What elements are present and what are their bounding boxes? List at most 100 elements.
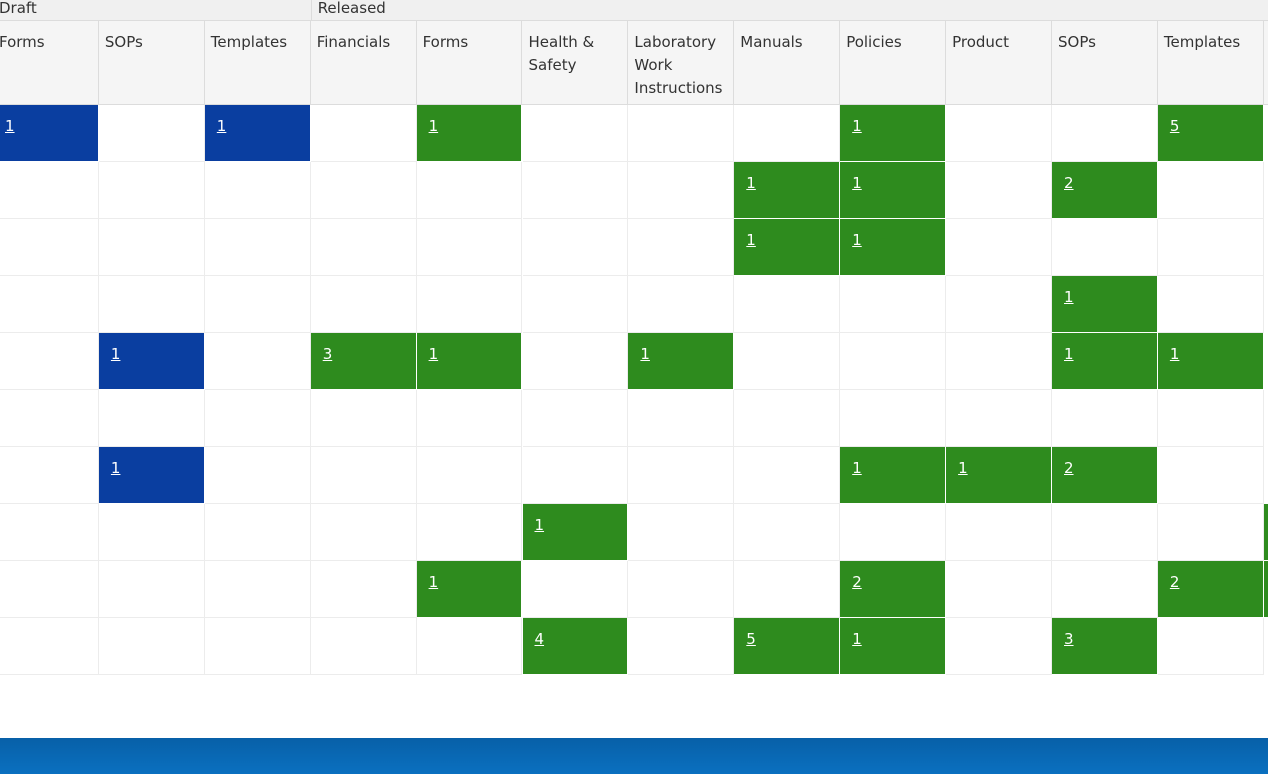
category-header-row: Forms SOPs Templates Financials Forms Health …: [0, 21, 1268, 105]
grid-cell[interactable]: 2: [1052, 447, 1158, 504]
count-link[interactable]: 1: [1064, 288, 1074, 306]
count-link[interactable]: 1: [110, 459, 121, 477]
grid-cell: [840, 276, 947, 333]
grid-cell[interactable]: 3: [1052, 618, 1158, 675]
column-header-released-templates[interactable]: Templates: [1158, 21, 1264, 104]
grid-cell: [416, 276, 523, 333]
count-link[interactable]: 1: [216, 117, 227, 135]
count-link[interactable]: 1: [110, 345, 121, 363]
grid-cell[interactable]: 1: [1052, 276, 1158, 333]
count-link[interactable]: 4: [534, 630, 545, 648]
grid-cell[interactable]: 1: [522, 504, 629, 561]
grid-cell: [1052, 390, 1158, 447]
grid-cell: [98, 105, 205, 162]
count-link[interactable]: 1: [1169, 345, 1180, 363]
grid-cell[interactable]: 1: [0, 105, 99, 162]
grid-cell[interactable]: 1: [946, 447, 1052, 504]
grid-cell[interactable]: 2: [840, 561, 947, 618]
grid-cell: [734, 447, 841, 504]
grid-cell[interactable]: 1: [98, 333, 205, 390]
grid-cell: [204, 219, 311, 276]
grid-cell[interactable]: 1: [734, 219, 841, 276]
count-link[interactable]: 2: [1064, 459, 1074, 477]
column-header-released-policies[interactable]: Policies: [840, 21, 947, 104]
grid-cell: [0, 390, 99, 447]
column-header-released-forms[interactable]: Forms: [417, 21, 523, 104]
grid-cell: [0, 504, 99, 561]
count-link[interactable]: 1: [852, 630, 862, 648]
grid-cell[interactable]: 1: [840, 447, 947, 504]
count-link[interactable]: 2: [1169, 573, 1180, 591]
footer-bar: [0, 738, 1268, 774]
column-header-released-sops[interactable]: SOPs: [1052, 21, 1158, 104]
count-link[interactable]: 5: [1169, 117, 1180, 135]
column-header-draft-sops[interactable]: SOPs: [99, 21, 205, 104]
grid-cell[interactable]: 1: [840, 162, 947, 219]
count-link[interactable]: 1: [640, 345, 650, 363]
grid-cell[interactable]: 1: [416, 105, 523, 162]
clipped-cell-edge: [1264, 561, 1268, 617]
column-header-released-laboratory[interactable]: Laboratory Work Instructions: [628, 21, 735, 104]
count-link[interactable]: 5: [746, 630, 756, 648]
grid-cell[interactable]: 1: [628, 333, 735, 390]
count-link[interactable]: 1: [852, 231, 862, 249]
grid-cell: [204, 162, 311, 219]
grid-cell: [1052, 219, 1158, 276]
count-link[interactable]: 1: [852, 117, 862, 135]
grid-cell: [416, 447, 523, 504]
grid-cell: [734, 390, 841, 447]
column-header-draft-forms[interactable]: Forms: [0, 21, 99, 104]
group-draft: Draft: [0, 0, 37, 17]
count-link[interactable]: 2: [1064, 174, 1074, 192]
column-header-released-financials[interactable]: Financials: [311, 21, 417, 104]
count-link[interactable]: 1: [746, 174, 756, 192]
count-link[interactable]: 1: [852, 174, 862, 192]
grid-cell: [98, 561, 205, 618]
count-link[interactable]: 1: [852, 459, 862, 477]
grid-cell: [98, 276, 205, 333]
grid-cell[interactable]: 1: [204, 105, 311, 162]
count-link[interactable]: 1: [534, 516, 545, 534]
grid-cell: [628, 162, 735, 219]
grid-cell[interactable]: 5: [734, 618, 841, 675]
grid-cell: [628, 504, 735, 561]
grid-cell[interactable]: 1: [416, 561, 523, 618]
grid-cell[interactable]: 3: [310, 333, 417, 390]
count-link[interactable]: 1: [428, 345, 439, 363]
grid-cell[interactable]: 1: [734, 162, 841, 219]
grid-cell[interactable]: 1: [1157, 333, 1264, 390]
count-link[interactable]: 1: [428, 573, 439, 591]
grid-cell[interactable]: 1: [416, 333, 523, 390]
status-group-header-row: Draft Released: [0, 0, 1268, 21]
grid-cell[interactable]: 1: [840, 618, 947, 675]
grid-cell: [522, 390, 629, 447]
grid-cell: [204, 447, 311, 504]
grid-cell[interactable]: 1: [98, 447, 205, 504]
grid-cell[interactable]: 2: [1157, 561, 1264, 618]
column-header-released-product[interactable]: Product: [946, 21, 1052, 104]
grid-cell: [98, 162, 205, 219]
grid-cell: [522, 105, 629, 162]
grid-cell: [98, 504, 205, 561]
column-header-released-health[interactable]: Health & Safety: [523, 21, 629, 104]
column-header-released-manuals[interactable]: Manuals: [734, 21, 841, 104]
grid-cell[interactable]: 1: [1052, 333, 1158, 390]
count-link[interactable]: 3: [1064, 630, 1074, 648]
grid-cell: [1157, 276, 1264, 333]
grid-cell[interactable]: 5: [1157, 105, 1264, 162]
grid-cell[interactable]: 4: [522, 618, 629, 675]
grid-cell: [1157, 219, 1264, 276]
count-link[interactable]: 1: [428, 117, 439, 135]
count-link[interactable]: 1: [958, 459, 968, 477]
count-link[interactable]: 1: [746, 231, 756, 249]
grid-cell: [310, 618, 417, 675]
grid-cell[interactable]: 1: [840, 105, 947, 162]
count-link[interactable]: 2: [852, 573, 862, 591]
grid-cell: [310, 447, 417, 504]
column-header-draft-templates[interactable]: Templates: [205, 21, 311, 104]
count-link[interactable]: 3: [322, 345, 333, 363]
count-link[interactable]: 1: [1064, 345, 1074, 363]
grid-cell[interactable]: 2: [1052, 162, 1158, 219]
count-link[interactable]: 1: [5, 117, 15, 135]
grid-cell[interactable]: 1: [840, 219, 947, 276]
